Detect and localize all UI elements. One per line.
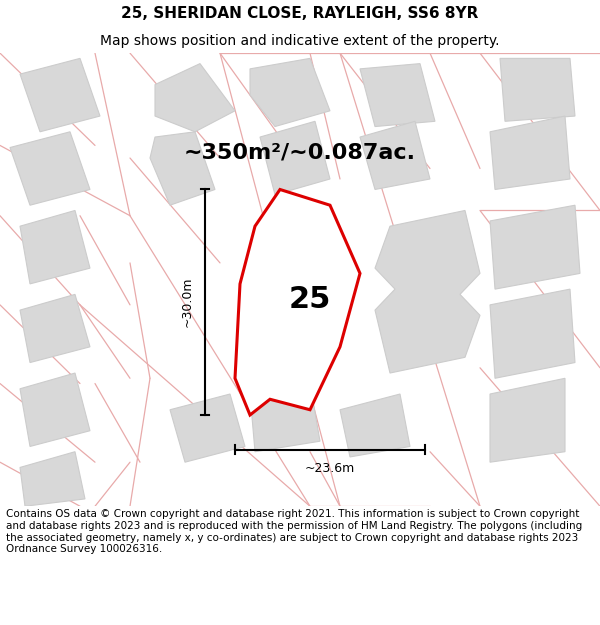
Polygon shape: [20, 373, 90, 446]
Polygon shape: [490, 378, 565, 462]
Text: 25, SHERIDAN CLOSE, RAYLEIGH, SS6 8YR: 25, SHERIDAN CLOSE, RAYLEIGH, SS6 8YR: [121, 6, 479, 21]
Polygon shape: [360, 121, 430, 189]
Polygon shape: [235, 189, 360, 415]
Polygon shape: [260, 121, 330, 195]
Polygon shape: [375, 211, 480, 373]
Polygon shape: [490, 289, 575, 378]
Polygon shape: [150, 132, 215, 205]
Polygon shape: [20, 58, 100, 132]
Text: Contains OS data © Crown copyright and database right 2021. This information is : Contains OS data © Crown copyright and d…: [6, 509, 582, 554]
Polygon shape: [250, 384, 320, 452]
Polygon shape: [490, 116, 570, 189]
Text: 25: 25: [289, 285, 331, 314]
Polygon shape: [20, 211, 90, 284]
Polygon shape: [20, 452, 85, 506]
Polygon shape: [20, 294, 90, 362]
Polygon shape: [340, 394, 410, 457]
Polygon shape: [250, 58, 330, 126]
Polygon shape: [360, 64, 435, 126]
Text: ~350m²/~0.087ac.: ~350m²/~0.087ac.: [184, 142, 416, 162]
Text: ~23.6m: ~23.6m: [305, 462, 355, 475]
Polygon shape: [170, 394, 245, 462]
Text: Map shows position and indicative extent of the property.: Map shows position and indicative extent…: [100, 34, 500, 48]
Polygon shape: [10, 132, 90, 205]
Text: ~30.0m: ~30.0m: [181, 277, 193, 328]
Polygon shape: [155, 64, 235, 132]
Polygon shape: [500, 58, 575, 121]
Polygon shape: [490, 205, 580, 289]
